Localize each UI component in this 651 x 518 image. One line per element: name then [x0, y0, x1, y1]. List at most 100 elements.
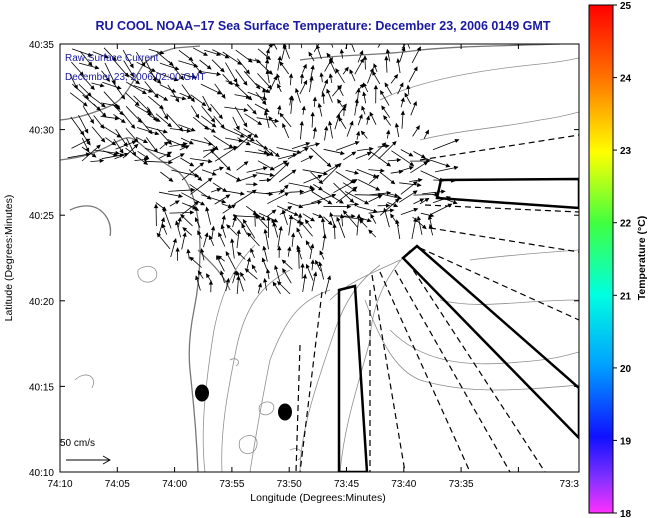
current-vector-head	[266, 215, 271, 221]
x-tick-label: 73:35	[449, 479, 474, 490]
current-vector-head	[189, 162, 195, 167]
current-vector-head	[186, 248, 191, 254]
y-ticks	[60, 43, 579, 473]
current-vector-head	[87, 52, 93, 57]
current-vector-head	[86, 140, 91, 146]
current-vector-head	[186, 128, 192, 133]
current-vector-head	[295, 87, 300, 93]
current-vector-head	[413, 217, 418, 222]
current-vector-head	[192, 74, 197, 79]
current-vector-head	[219, 166, 225, 171]
current-vector-head	[383, 207, 388, 213]
current-vector	[234, 106, 248, 127]
current-vector	[222, 127, 245, 138]
current-vector-head	[303, 79, 308, 85]
current-vector-head	[288, 214, 294, 220]
current-vector-head	[129, 63, 134, 69]
current-vector-head	[161, 223, 166, 229]
colorbar-tick-label: 21	[620, 291, 632, 302]
current-vector-head	[308, 155, 314, 160]
current-vector-head	[233, 213, 238, 219]
current-vector-head	[220, 124, 225, 129]
current-vector-head	[299, 73, 305, 78]
current-vector-head	[114, 115, 120, 121]
current-vector-head	[180, 214, 185, 219]
current-vector-head	[400, 97, 405, 103]
current-vector-head	[310, 217, 316, 222]
current-vector	[166, 113, 183, 132]
current-vector-head	[326, 162, 332, 168]
current-vector	[181, 201, 199, 215]
current-vector-head	[351, 151, 357, 156]
current-vector-head	[197, 176, 203, 181]
current-vector-head	[441, 189, 446, 194]
current-vector-head	[265, 69, 270, 75]
current-vector	[125, 106, 142, 123]
bathymetry-contours	[74, 57, 579, 472]
current-vector-head	[360, 130, 366, 136]
current-vector-head	[324, 125, 329, 131]
current-vector	[242, 219, 256, 239]
current-vector-head	[89, 119, 95, 124]
current-vector-head	[141, 90, 147, 95]
current-vector-head	[219, 270, 225, 276]
current-vector-head	[305, 240, 310, 246]
current-vector-head	[82, 101, 88, 107]
current-vector-head	[111, 141, 117, 146]
current-vector-head	[358, 219, 364, 224]
current-vector-head	[200, 201, 206, 206]
current-vector-head	[356, 87, 361, 93]
current-vector-head	[328, 120, 333, 126]
current-vector	[368, 209, 394, 214]
current-vector-head	[381, 105, 386, 111]
current-vector-head	[247, 58, 253, 63]
current-vector-head	[115, 103, 120, 108]
current-vector-head	[399, 82, 404, 88]
current-vector-head	[266, 55, 271, 60]
current-vector-head	[199, 162, 205, 167]
current-vector-head	[252, 109, 257, 115]
current-vector-head	[252, 210, 257, 215]
current-vector-head	[91, 153, 97, 158]
current-vector-head	[159, 50, 165, 55]
current-vector-head	[235, 125, 240, 131]
current-vector-head	[190, 97, 195, 103]
dump-sites	[195, 384, 292, 421]
current-vector-head	[339, 213, 345, 219]
current-vector-head	[120, 94, 126, 100]
current-vector-head	[390, 179, 396, 185]
current-vector-head	[160, 217, 166, 222]
current-vector-head	[317, 200, 323, 205]
current-vector-head	[304, 147, 309, 152]
current-vector-head	[245, 69, 250, 75]
current-vector-head	[277, 83, 282, 89]
current-vector-head	[260, 216, 266, 221]
current-vector	[190, 138, 213, 145]
current-vector-head	[210, 149, 215, 154]
current-vector-head	[101, 112, 107, 118]
current-vector-head	[162, 129, 168, 134]
current-vector	[190, 177, 213, 195]
current-vector-head	[315, 44, 321, 50]
current-vector-head	[225, 250, 230, 256]
current-vector	[356, 168, 378, 178]
current-vector-head	[240, 191, 245, 196]
current-vector-head	[318, 261, 323, 267]
current-vector-head	[352, 179, 358, 184]
current-vector-head	[354, 98, 359, 104]
current-vector-head	[156, 232, 162, 238]
current-vector-head	[262, 87, 267, 93]
current-vector-head	[349, 120, 354, 126]
current-vector-head	[319, 72, 324, 77]
current-vector-head	[181, 96, 187, 101]
current-vector-head	[330, 39, 333, 43]
current-vector-head	[230, 238, 235, 243]
current-vector	[171, 169, 199, 177]
current-vector-head	[255, 84, 261, 90]
current-vector-head	[317, 102, 322, 108]
current-vector-head	[119, 110, 124, 116]
current-vector-head	[409, 161, 415, 167]
current-vector-head	[182, 232, 187, 237]
current-vector-head	[163, 96, 169, 101]
